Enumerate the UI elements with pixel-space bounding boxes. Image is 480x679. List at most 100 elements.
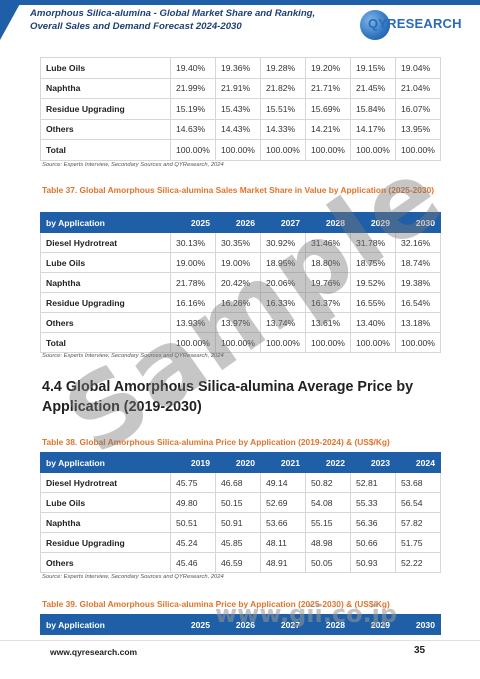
table-cell: 21.82% <box>260 77 306 99</box>
table-cell: 55.15 <box>305 512 351 533</box>
table-cell: 19.15% <box>350 57 396 79</box>
table-cell: 15.43% <box>215 98 261 120</box>
row-label: Total <box>40 332 171 353</box>
table-cell: 100.00% <box>305 332 351 353</box>
table-cell: 16.26% <box>215 292 261 313</box>
table-body: Diesel Hydrotreat 45.75 46.68 49.14 50.82 52.… <box>40 472 441 573</box>
table-cell: 100.00% <box>350 139 396 161</box>
table-cell: 45.75 <box>170 472 216 493</box>
table-row: Total 100.00% 100.00% 100.00% 100.00% 100.00%… <box>40 332 441 353</box>
table-39-caption: Table 39. Global Amorphous Silica-alumin… <box>42 599 390 609</box>
table-cell: 48.11 <box>260 532 306 553</box>
table-cell: 100.00% <box>395 139 441 161</box>
table-cell: 15.84% <box>350 98 396 120</box>
header-cell-year: 2026 <box>215 614 261 635</box>
table-row: Others 14.63% 14.43% 14.33% 14.21% 14.17% 13.9… <box>40 118 441 140</box>
row-label: Lube Oils <box>40 252 171 273</box>
row-label: Diesel Hydrotreat <box>40 472 171 493</box>
table-cell: 15.69% <box>305 98 351 120</box>
table-row: Residue Upgrading 16.16% 16.26% 16.33% 16.37… <box>40 292 441 313</box>
header-cell-application: by Application <box>40 212 171 233</box>
row-label: Lube Oils <box>40 492 171 513</box>
table-cell: 14.17% <box>350 118 396 140</box>
row-label: Lube Oils <box>40 57 171 79</box>
row-label: Naphtha <box>40 272 171 293</box>
table-cell: 18.95% <box>260 252 306 273</box>
header-cell-year: 2022 <box>305 452 351 473</box>
header-cell-year: 2029 <box>350 614 396 635</box>
header-cell-year: 2026 <box>215 212 261 233</box>
row-label: Others <box>40 552 171 573</box>
table-cell: 100.00% <box>260 139 306 161</box>
table-cell: 19.28% <box>260 57 306 79</box>
table-cell: 13.61% <box>305 312 351 333</box>
table-cell: 50.93 <box>350 552 396 573</box>
table-cell: 21.78% <box>170 272 216 293</box>
table-cell: 21.99% <box>170 77 216 99</box>
table-cell: 19.20% <box>305 57 351 79</box>
table-header-row: by Application 2019 2020 2021 2022 2023 2024 <box>40 452 441 473</box>
table-cell: 13.97% <box>215 312 261 333</box>
table-38-caption: Table 38. Global Amorphous Silica-alumin… <box>42 437 390 447</box>
table-cell: 14.43% <box>215 118 261 140</box>
table-cell: 56.54 <box>395 492 441 513</box>
table-cell: 45.46 <box>170 552 216 573</box>
table-cell: 49.80 <box>170 492 216 513</box>
header-cell-year: 2027 <box>260 212 306 233</box>
row-label: Others <box>40 118 171 140</box>
table-header-row: by Application 2025 2026 2027 2028 2029 2030 <box>40 212 441 233</box>
table-cell: 15.19% <box>170 98 216 120</box>
table-cell: 53.66 <box>260 512 306 533</box>
table-cell: 21.45% <box>350 77 396 99</box>
table-cell: 14.63% <box>170 118 216 140</box>
table-cell: 57.82 <box>395 512 441 533</box>
table-row: Diesel Hydrotreat 45.75 46.68 49.14 50.82 52.… <box>40 472 441 493</box>
table-row: Naphtha 21.78% 20.42% 20.06% 19.76% 19.52% 19.… <box>40 272 441 293</box>
table-cell: 19.76% <box>305 272 351 293</box>
table-cell: 19.00% <box>170 252 216 273</box>
table-cell: 56.36 <box>350 512 396 533</box>
table-row: Others 13.93% 13.97% 13.74% 13.61% 13.40% 13.1… <box>40 312 441 333</box>
table-cell: 20.42% <box>215 272 261 293</box>
header-cell-application: by Application <box>40 614 171 635</box>
table-row: Lube Oils 19.00% 19.00% 18.95% 18.80% 18.75% 1… <box>40 252 441 273</box>
table-cell: 18.80% <box>305 252 351 273</box>
table-cell: 21.04% <box>395 77 441 99</box>
header-cell-year: 2028 <box>305 212 351 233</box>
table-cell: 52.69 <box>260 492 306 513</box>
table-row: Others 45.46 46.59 48.91 50.05 50.93 52.22 <box>40 552 441 573</box>
table-cell: 20.06% <box>260 272 306 293</box>
row-label: Total <box>40 139 171 161</box>
table-cell: 100.00% <box>260 332 306 353</box>
table-cell: 16.07% <box>395 98 441 120</box>
table-body: Lube Oils 19.40% 19.36% 19.28% 19.20% 19.15% 1… <box>40 57 441 161</box>
header-cell-year: 2025 <box>170 212 216 233</box>
table-cell: 50.91 <box>215 512 261 533</box>
table-37-caption: Table 37. Global Amorphous Silica-alumin… <box>42 185 435 195</box>
table-cell: 16.55% <box>350 292 396 313</box>
logo-text: QYRESEARCH <box>368 16 462 31</box>
table-cell: 13.93% <box>170 312 216 333</box>
table-cell: 54.08 <box>305 492 351 513</box>
market-share-table-continued: Lube Oils 19.40% 19.36% 19.28% 19.20% 19.15% 1… <box>40 57 441 161</box>
footer-url: www.qyresearch.com <box>50 647 138 657</box>
header-cell-year: 2030 <box>395 614 441 635</box>
header-corner-accent <box>0 0 22 40</box>
table-cell: 45.85 <box>215 532 261 553</box>
table-cell: 50.66 <box>350 532 396 553</box>
table-cell: 21.91% <box>215 77 261 99</box>
table-cell: 52.22 <box>395 552 441 573</box>
table-body: Diesel Hydrotreat 30.13% 30.35% 30.92% 31.46… <box>40 232 441 353</box>
table-row: Total 100.00% 100.00% 100.00% 100.00% 100.00%… <box>40 139 441 161</box>
header-cell-year: 2027 <box>260 614 306 635</box>
table-cell: 13.18% <box>395 312 441 333</box>
table-cell: 13.95% <box>395 118 441 140</box>
table-cell: 31.46% <box>305 232 351 253</box>
table-cell: 100.00% <box>305 139 351 161</box>
table-cell: 51.75 <box>395 532 441 553</box>
report-title: Amorphous Silica-alumina - Global Market… <box>30 8 316 32</box>
table-cell: 18.75% <box>350 252 396 273</box>
table-cell: 16.33% <box>260 292 306 313</box>
table-39: by Application 2025 2026 2027 2028 2029 2030 <box>40 614 441 635</box>
table-row: Lube Oils 49.80 50.15 52.69 54.08 55.33 56.54 <box>40 492 441 513</box>
